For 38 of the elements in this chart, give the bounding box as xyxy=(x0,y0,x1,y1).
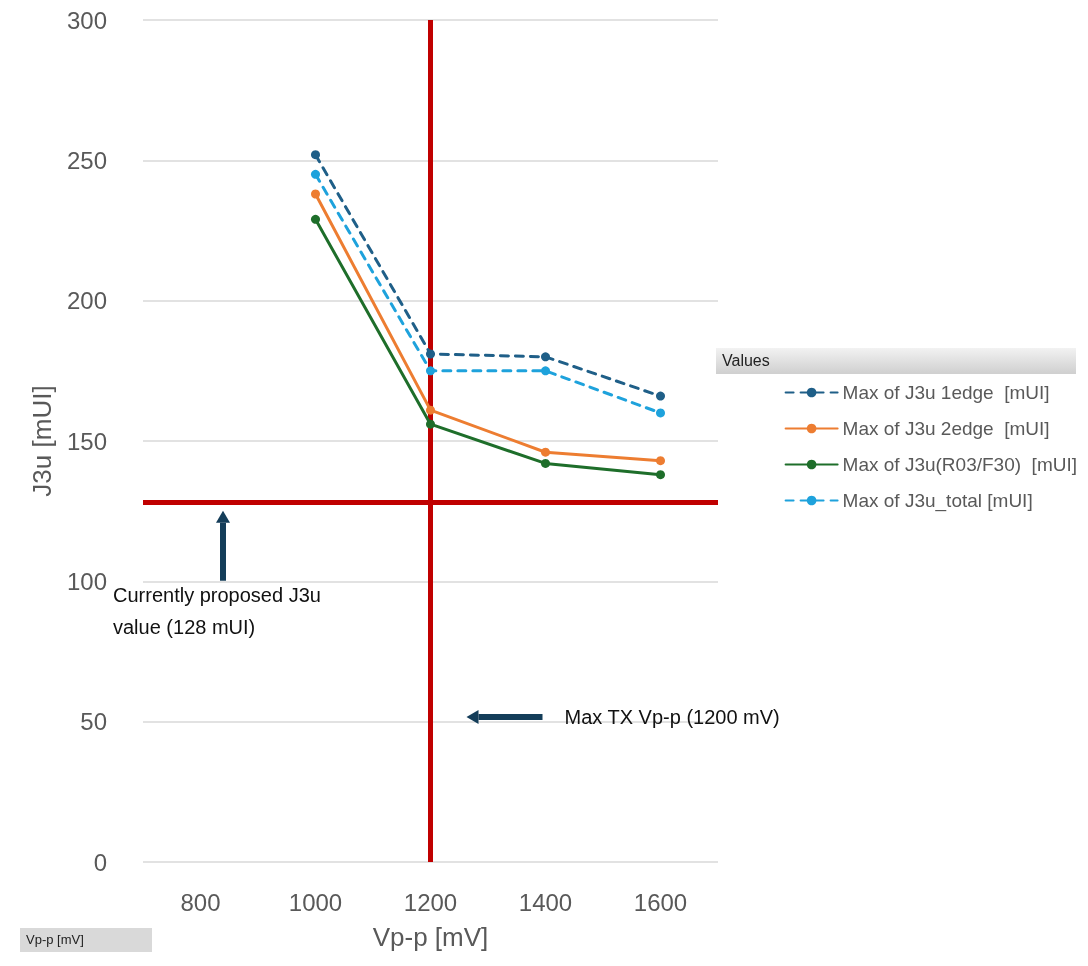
x-tick-label: 1200 xyxy=(403,888,458,916)
y-axis-title: J3u [mUI] xyxy=(27,385,57,497)
y-tick-label: 50 xyxy=(80,708,107,736)
point xyxy=(311,150,320,160)
y-tick-label: 250 xyxy=(66,146,107,174)
point xyxy=(426,405,435,415)
x-tick-label: 1000 xyxy=(288,888,343,916)
point xyxy=(541,366,550,376)
point xyxy=(311,214,320,224)
point xyxy=(656,470,665,480)
annotation: Currently proposed J3u value (128 mUI) xyxy=(113,582,322,640)
y-tick-label: 150 xyxy=(66,427,107,455)
y-tick-label: 100 xyxy=(66,567,107,595)
point xyxy=(311,189,320,199)
legend-label: Max of J3u 2edge [mUI] xyxy=(842,418,1050,439)
point xyxy=(541,352,550,362)
x-tick-label: 1400 xyxy=(518,888,573,916)
point xyxy=(426,419,435,429)
y-tick-label: 300 xyxy=(66,6,107,34)
x-tick-label: 1600 xyxy=(633,888,688,916)
x-axis-title: Vp-p [mV] xyxy=(372,922,489,952)
point xyxy=(311,169,320,179)
point xyxy=(426,349,435,359)
x-tick-label: 800 xyxy=(180,888,221,916)
annotation: Max TX Vp-p (1200 mV) xyxy=(564,705,780,730)
point xyxy=(541,458,550,468)
legend-title: Values xyxy=(722,351,770,371)
point xyxy=(426,366,435,376)
point xyxy=(656,391,665,401)
text: Vp-p [mV] xyxy=(26,931,84,949)
y-tick-label: 200 xyxy=(66,287,107,315)
point xyxy=(656,408,665,418)
point xyxy=(541,447,550,457)
point xyxy=(656,456,665,466)
legend-label: Max of J3u(R03/F30) [mUI] xyxy=(842,454,1077,475)
legend-label: Max of J3u_total [mUI] xyxy=(842,490,1033,512)
legend-label: Max of J3u 1edge [mUI] xyxy=(842,382,1050,403)
y-tick-label: 0 xyxy=(93,848,107,876)
